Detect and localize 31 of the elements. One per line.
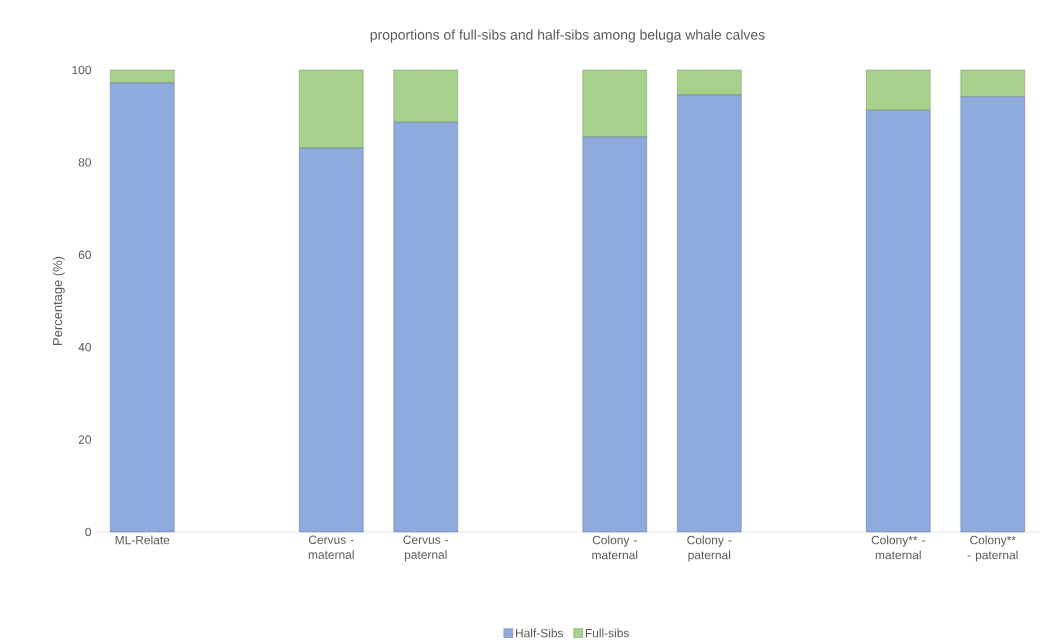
y-tick-label: 0	[85, 527, 92, 537]
bar	[299, 148, 364, 533]
bar	[110, 69, 175, 84]
legend-label: Half-Sibs	[516, 628, 564, 638]
x-tick-label: Colony** - maternal	[871, 535, 925, 560]
bar	[393, 69, 458, 123]
x-tick-label: Cervus - maternal	[308, 535, 354, 560]
bar	[677, 94, 742, 533]
bar	[582, 136, 647, 533]
x-tick-label: ML-Relate	[115, 535, 170, 545]
chart-title: proportions of full-sibs and half-sibs among beluga whale calves	[370, 29, 765, 43]
bar	[866, 69, 931, 111]
y-tick-label: 100	[72, 65, 92, 75]
y-tick-label: 60	[78, 250, 92, 260]
x-tick-label: Colony - maternal	[592, 535, 638, 560]
y-axis-title: Percentage (%)	[52, 256, 65, 346]
bar	[960, 69, 1025, 98]
x-tick-label: Cervus - paternal	[403, 535, 449, 562]
x-tick-label: Colony** - paternal	[967, 535, 1018, 562]
x-tick-label: Colony - paternal	[687, 535, 732, 562]
bar	[299, 69, 364, 149]
bar	[866, 110, 931, 533]
bar	[110, 82, 175, 533]
legend-label: Full-sibs	[585, 628, 629, 638]
y-tick-label: 80	[78, 158, 92, 167]
bar	[582, 69, 647, 138]
bar	[677, 69, 742, 96]
y-tick-label: 20	[78, 435, 92, 444]
bar	[393, 122, 458, 533]
y-tick-label: 40	[78, 343, 92, 352]
bar	[960, 96, 1025, 533]
